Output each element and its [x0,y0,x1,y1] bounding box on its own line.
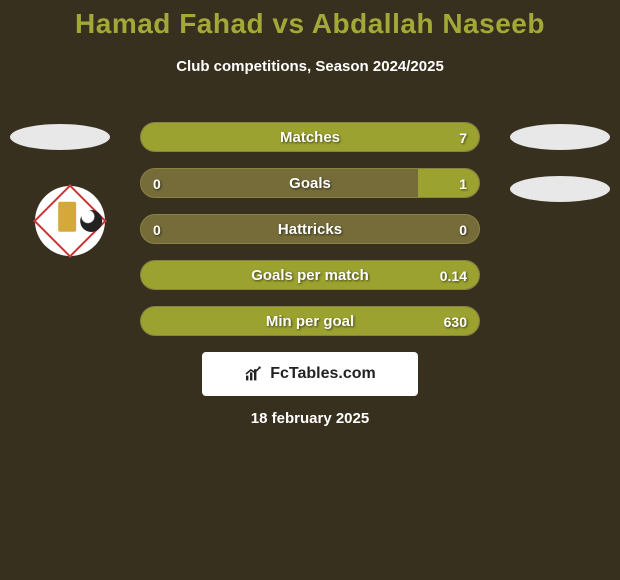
stat-label: Hattricks [141,215,479,244]
date-label: 18 february 2025 [0,410,620,427]
stat-value-right: 0.14 [440,261,467,290]
club-left-logo [35,186,105,256]
stat-row-hattricks: 0 Hattricks 0 [140,214,480,244]
stat-label: Matches [141,123,479,152]
stat-label: Goals [141,169,479,198]
page-title: Hamad Fahad vs Abdallah Naseeb [0,0,620,40]
stat-row-mpg: Min per goal 630 [140,306,480,336]
club-right-badge [510,176,610,202]
stat-row-gpm: Goals per match 0.14 [140,260,480,290]
stat-value-right: 1 [459,169,467,198]
stat-row-matches: Matches 7 [140,122,480,152]
stat-row-goals: 0 Goals 1 [140,168,480,198]
player-left-badge [10,124,110,150]
stat-label: Min per goal [141,307,479,336]
subtitle: Club competitions, Season 2024/2025 [0,58,620,75]
player-right-badge [510,124,610,150]
brand-card[interactable]: FcTables.com [202,352,418,396]
stat-value-right: 0 [459,215,467,244]
stat-value-right: 630 [444,307,467,336]
stat-value-right: 7 [459,123,467,152]
stat-label: Goals per match [141,261,479,290]
stats-container: Matches 7 0 Goals 1 0 Hattricks 0 Goals … [140,122,480,352]
chart-icon [244,366,264,382]
brand-text: FcTables.com [270,365,376,383]
